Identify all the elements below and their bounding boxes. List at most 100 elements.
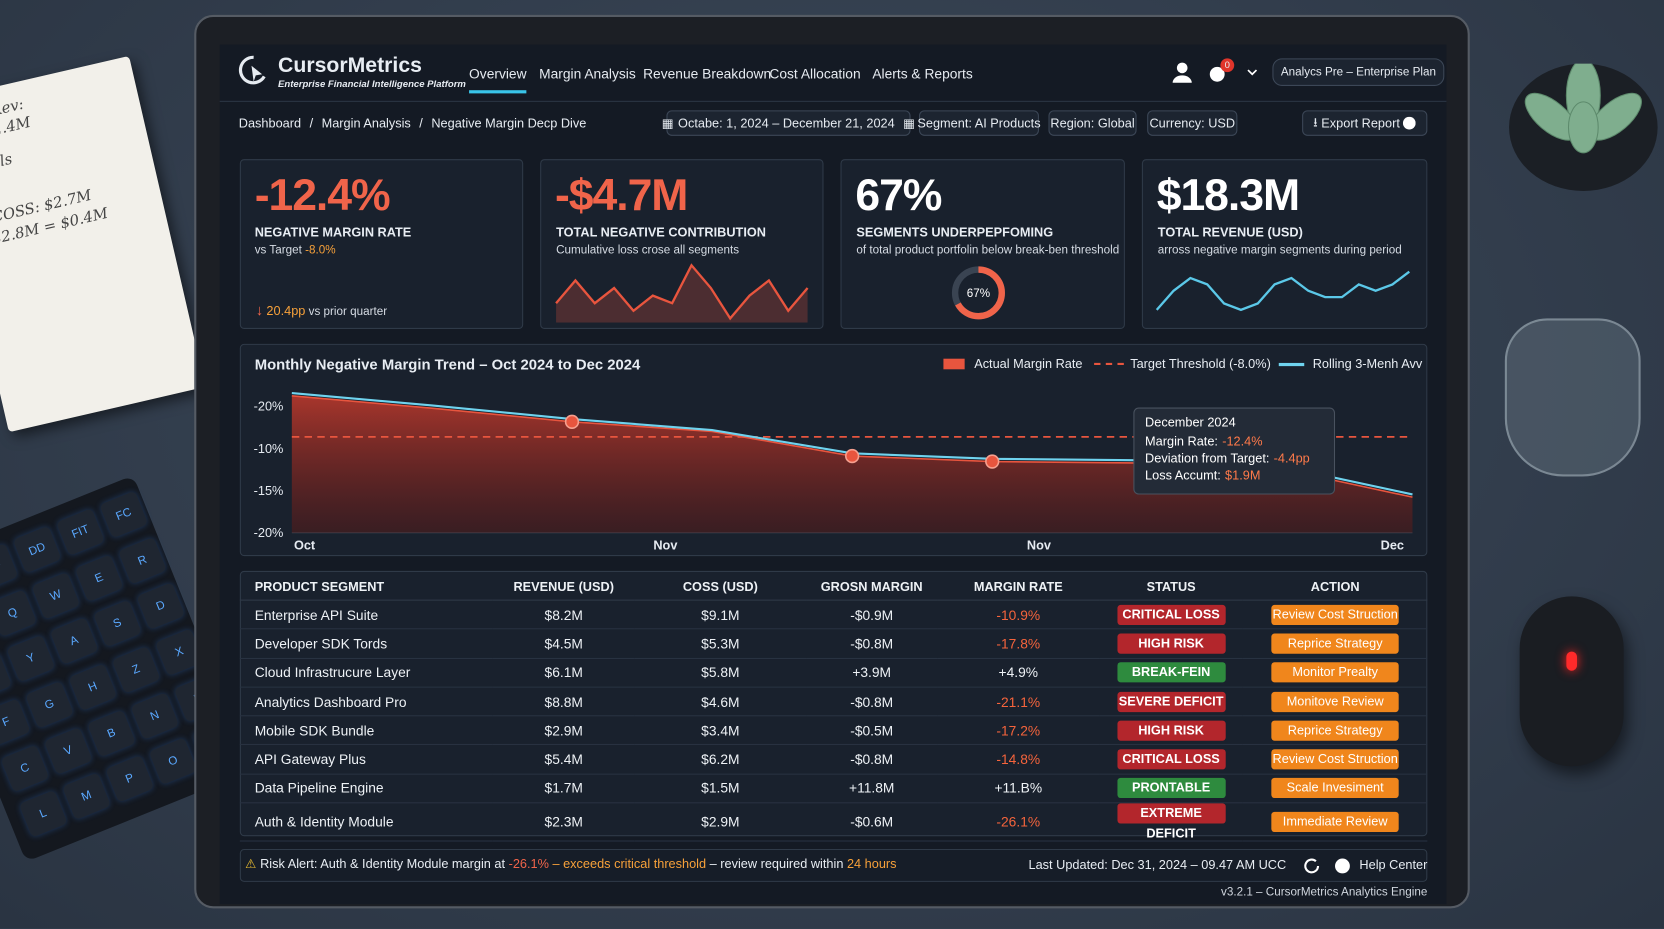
note-line: Reels (0, 150, 15, 177)
breadcrumb-item[interactable]: Margin Analysis (321, 115, 411, 131)
action-button[interactable]: Reprice Strategy (1271, 720, 1399, 741)
filter-pill[interactable]: Segment: AI Products (917, 110, 1041, 136)
table-cell: +3.9M (806, 658, 938, 688)
brand: CursorMetrics (278, 54, 422, 78)
tooltip-row: Loss Accumt: $1.9M (1145, 467, 1323, 484)
export-label: Export Report (1321, 115, 1400, 131)
breadcrumb-item[interactable]: Negative Margin Decp Dive (431, 115, 587, 131)
y-axis-label: -20% (254, 525, 284, 540)
help-link[interactable]: Help Center (1359, 857, 1428, 873)
kpi-target: -8.0% (305, 244, 336, 257)
action-button[interactable]: Review Cost Struction (1271, 604, 1399, 625)
key: M (62, 772, 112, 821)
tooltip-title: December 2024 (1145, 414, 1236, 430)
donut-chart: 67% (951, 266, 1005, 320)
legend-label: Target Threshold (-8.0%) (1130, 356, 1271, 372)
kpi-value: -12.4% (254, 169, 391, 220)
export-button[interactable]: ⭳ Export Report (1302, 110, 1428, 136)
table-row: Developer SDK Tords $4.5M $5.3M -$0.8M -17.8… (239, 629, 1428, 659)
filter-pill[interactable]: Currency: USD (1147, 110, 1238, 136)
key: G (25, 680, 75, 729)
settings-icon[interactable] (1209, 66, 1225, 82)
table-cell: Enterprise API Suite (239, 600, 493, 630)
key: C (0, 744, 50, 793)
key: B (86, 709, 136, 758)
alert-value: -26.1% (508, 856, 549, 872)
column-header: COSS (USD) (634, 573, 807, 601)
table-cell: -$0.9M (806, 600, 938, 630)
plan-badge[interactable]: Analycs Pre – Enterprise Plan (1272, 58, 1445, 86)
data-point (564, 414, 580, 430)
table-cell: -14.8% (937, 744, 1100, 775)
filter-pill[interactable]: ▦ Octabe: 1, 2024 – December 21, 2024 ▦ (662, 110, 915, 136)
nav-item[interactable]: Revenue Breakdown (643, 65, 772, 82)
table-cell: $4.6M (634, 687, 807, 717)
nav-item[interactable]: Margin Analysis (539, 65, 636, 82)
table-cell: PRONTABLE (1099, 773, 1244, 804)
table-cell: Review Cost Struction (1243, 744, 1428, 775)
logo (238, 55, 266, 85)
table-cell: Scale Invesiment (1243, 773, 1428, 804)
legend-label: Rolling 3-Menh Avv (1312, 356, 1423, 372)
table-cell: -17.8% (937, 629, 1100, 659)
legend-swatch (1094, 362, 1124, 366)
key: H (68, 663, 118, 712)
table-cell: EXTREME DEFICIT (1099, 802, 1244, 842)
action-button[interactable]: Scale Invesiment (1271, 778, 1399, 799)
alert-text: – review required within (709, 856, 844, 872)
help-icon[interactable] (1335, 858, 1350, 874)
y-axis-label: -15% (254, 483, 284, 498)
action-button[interactable]: Reprice Strategy (1271, 633, 1399, 654)
donut-arc (951, 266, 1005, 320)
key: R (117, 536, 167, 585)
kpi-value: $18.3M (1156, 169, 1300, 220)
table-row: Enterprise API Suite $8.2M $9.1M -$0.9M -10.… (239, 600, 1428, 630)
column-header: REVENUE (USD) (492, 573, 635, 601)
legend-label: Actual Margin Rate (974, 356, 1083, 372)
table-cell: -$0.8M (806, 687, 938, 717)
key: FIT (56, 508, 105, 556)
nav-item[interactable]: Alerts & Reports (872, 65, 973, 82)
donut-label: 67% (967, 287, 990, 300)
filter-pill[interactable]: Region: Global (1048, 110, 1137, 136)
breadcrumb-item[interactable]: Dashboard (238, 115, 302, 131)
key: FC (99, 490, 149, 539)
key: V (43, 726, 93, 775)
table-cell: $8.8M (492, 687, 635, 717)
x-axis-label: Nov (653, 538, 678, 553)
y-axis-label: -20% (254, 399, 284, 414)
status-badge: HIGH RISK (1116, 633, 1226, 654)
filter-label: Segment: AI Products (917, 115, 1041, 131)
kpi-label: SEGMENTS UNDERPEPFOMING (856, 224, 1054, 240)
table-cell: -$0.8M (806, 629, 938, 659)
table-cell: Developer SDK Tords (239, 629, 493, 659)
key: D (136, 582, 186, 631)
table-cell: -$0.6M (806, 802, 938, 842)
table-row: Auth & Identity Module $2.3M $2.9M -$0.6M -2… (239, 802, 1428, 842)
action-button[interactable]: Review Cost Struction (1271, 749, 1399, 770)
key: EF (0, 543, 19, 591)
user-icon[interactable] (1172, 62, 1192, 83)
action-button[interactable]: Monitove Review (1271, 691, 1399, 712)
table-cell: HIGH RISK (1099, 715, 1244, 746)
tooltip-value: $1.9M (1225, 467, 1261, 483)
chart-title: Monthly Negative Margin Trend – Oct 2024… (254, 355, 641, 373)
action-button[interactable]: Monitor Prealty (1271, 662, 1399, 683)
note-line: $2.4M (0, 113, 33, 142)
table-cell: -26.1% (937, 802, 1100, 842)
table-cell: -10.9% (937, 600, 1100, 630)
chevron[interactable] (1247, 69, 1258, 76)
alert-text: – exceeds critical threshold (552, 856, 707, 872)
status-badge: BREAK-FEIN (1116, 662, 1226, 683)
kpi-change-text: vs prior quarter (308, 305, 388, 319)
data-point (985, 454, 1000, 469)
table-cell: +4.9% (937, 658, 1100, 688)
action-button[interactable]: Immediate Review (1271, 811, 1399, 833)
nav-item[interactable]: Overview (469, 66, 527, 94)
calendar-icon: ▦ (661, 115, 674, 131)
table-row: Analytics Dashboard Pro $8.8M $4.6M -$0.8M -… (239, 687, 1428, 717)
table-row: Data Pipeline Engine $1.7M $1.5M +11.8M +11.… (239, 773, 1428, 804)
nav-item[interactable]: Cost Allocation (769, 65, 861, 82)
refresh-icon[interactable] (1304, 858, 1320, 874)
